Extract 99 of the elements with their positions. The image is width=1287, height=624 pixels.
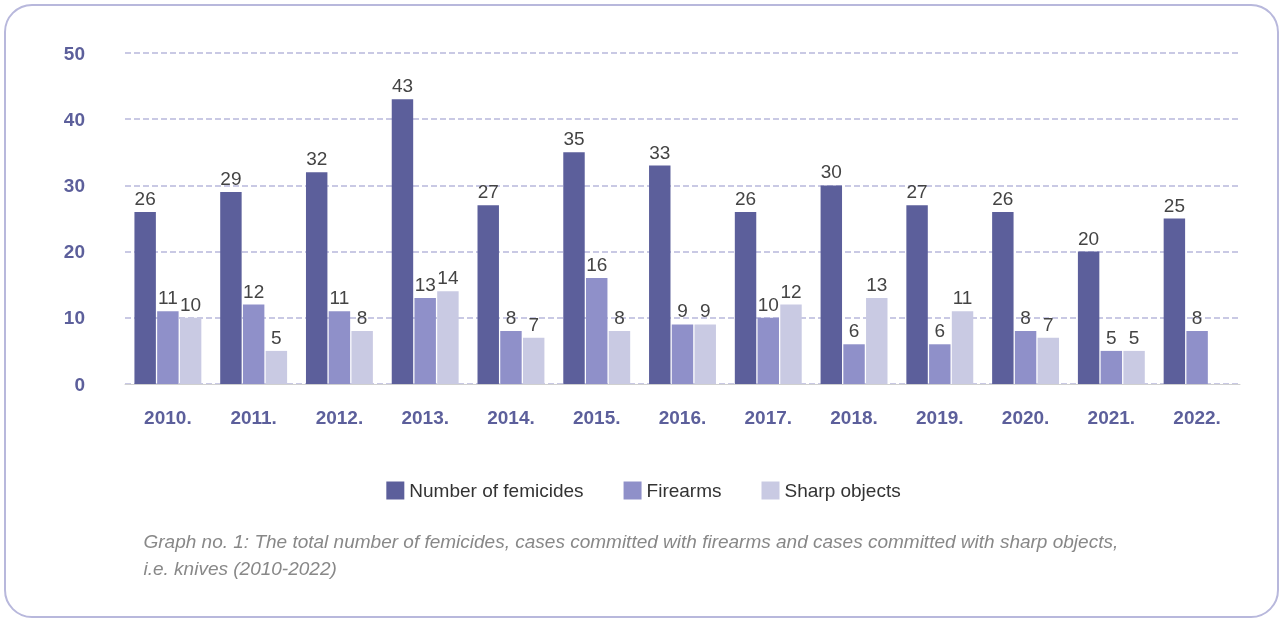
data-label: 13 [414,273,436,295]
bar [134,211,156,384]
bar [351,331,373,384]
bar [1037,337,1060,384]
legend-label: Number of femicides [409,480,584,501]
data-label: 5 [271,326,282,348]
data-label: 8 [1020,307,1031,329]
bar [1163,218,1186,384]
y-tick-label: 0 [74,373,85,395]
data-label: 33 [649,141,671,163]
y-tick-label: 30 [63,174,85,196]
bar [437,291,459,384]
bar [1014,331,1037,384]
bar [757,317,779,384]
x-tick-label: 2014. [487,407,535,428]
x-tick-label: 2013. [401,407,449,428]
bar [220,192,242,384]
x-tick-label: 2015. [572,407,621,428]
bar [820,185,843,384]
y-tick-label: 40 [63,108,85,130]
bar [328,311,351,384]
data-label: 11 [329,287,350,309]
data-label: 8 [356,307,368,329]
bar [1100,350,1123,384]
x-tick-label: 2016. [658,407,707,428]
text: Graph no. 1: The total number of femicides, cases committed with firearms and cases committed with sharp objects, i.e. knives (2010-2022) [143,531,1124,579]
data-label: 29 [220,168,242,190]
data-label: 12 [780,280,802,302]
bar [265,350,288,384]
bar [563,152,585,384]
data-label: 7 [1043,313,1054,335]
bar [992,211,1014,384]
data-label: 13 [866,273,888,295]
data-label: 35 [563,128,585,150]
data-label: 32 [306,148,328,170]
y-tick-label: 10 [63,307,85,329]
bar [1186,331,1208,384]
bar [414,297,436,384]
data-label: 27 [906,181,928,203]
bar [929,344,951,384]
bar [179,317,202,384]
bar [1077,251,1100,384]
y-tick-label: 20 [63,241,85,263]
data-label: 25 [1163,194,1185,216]
x-tick-label: 2010. [144,407,192,428]
data-label: 27 [477,181,499,203]
x-tick-label: 2021. [1087,407,1136,428]
data-label: 16 [586,254,608,276]
data-label: 7 [528,313,539,335]
bar [649,165,671,384]
data-label: 30 [820,161,842,183]
x-tick-label: 2018. [830,407,878,428]
data-label: 10 [757,293,779,315]
data-label: 8 [1191,307,1203,329]
data-label: 5 [1128,326,1140,348]
x-tick-label: 2017. [744,407,793,428]
data-label: 5 [1106,326,1117,348]
data-label: 11 [952,287,973,309]
bar [477,205,499,384]
bar [586,278,608,384]
data-label: 6 [934,320,946,342]
data-label: 11 [158,287,178,309]
bar [843,344,865,384]
data-label: 8 [505,307,517,329]
x-tick-label: 2022. [1173,407,1221,428]
data-label: 6 [848,320,860,342]
bar [242,304,265,384]
data-label: 9 [677,300,688,322]
bar [500,331,522,384]
bar [608,331,631,384]
data-label: 8 [614,307,625,329]
bar [671,324,694,384]
bar [522,337,545,384]
data-label: 9 [699,300,711,322]
bar [305,172,328,384]
data-label: 26 [134,187,156,209]
data-label: 26 [992,187,1014,209]
data-label: 10 [180,293,202,315]
bar [951,311,974,384]
bar [157,311,179,384]
data-label: 43 [391,75,414,97]
bar [906,205,928,384]
data-label: 20 [1078,227,1100,249]
bar [694,324,716,384]
data-label: 12 [243,280,265,302]
x-tick-label: 2011. [230,407,277,428]
x-tick-label: 2019. [916,407,964,428]
bar [780,304,802,384]
bar [734,211,757,384]
data-label: 14 [437,267,459,289]
data-label: 26 [734,187,757,209]
y-tick-label: 50 [63,42,85,64]
legend-label: Firearms [646,480,722,501]
x-tick-label: 2012. [315,407,364,428]
bar [391,99,414,384]
legend-label: Sharp objects [784,480,901,501]
bar [866,297,888,384]
x-tick-label: 2020. [1001,407,1050,428]
bar [1123,350,1145,384]
